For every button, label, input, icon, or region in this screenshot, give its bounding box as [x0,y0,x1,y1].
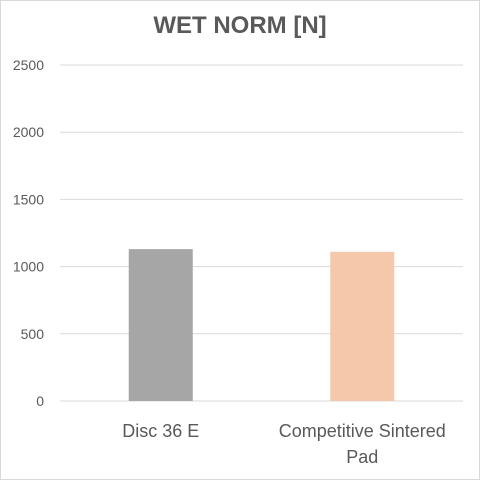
bar [128,249,193,401]
x-category-label: Pad [346,447,378,467]
y-tick-label: 1000 [13,259,44,275]
x-category-label: Disc 36 E [122,421,199,441]
y-tick-label: 0 [36,393,44,409]
y-tick-label: 1500 [13,191,44,207]
y-tick-label: 500 [21,326,45,342]
y-tick-label: 2000 [13,124,44,140]
chart-title: WET NORM [N] [153,12,327,39]
bar [330,251,395,401]
x-category-label: Competitive Sintered [279,421,446,441]
y-tick-label: 2500 [13,57,44,73]
